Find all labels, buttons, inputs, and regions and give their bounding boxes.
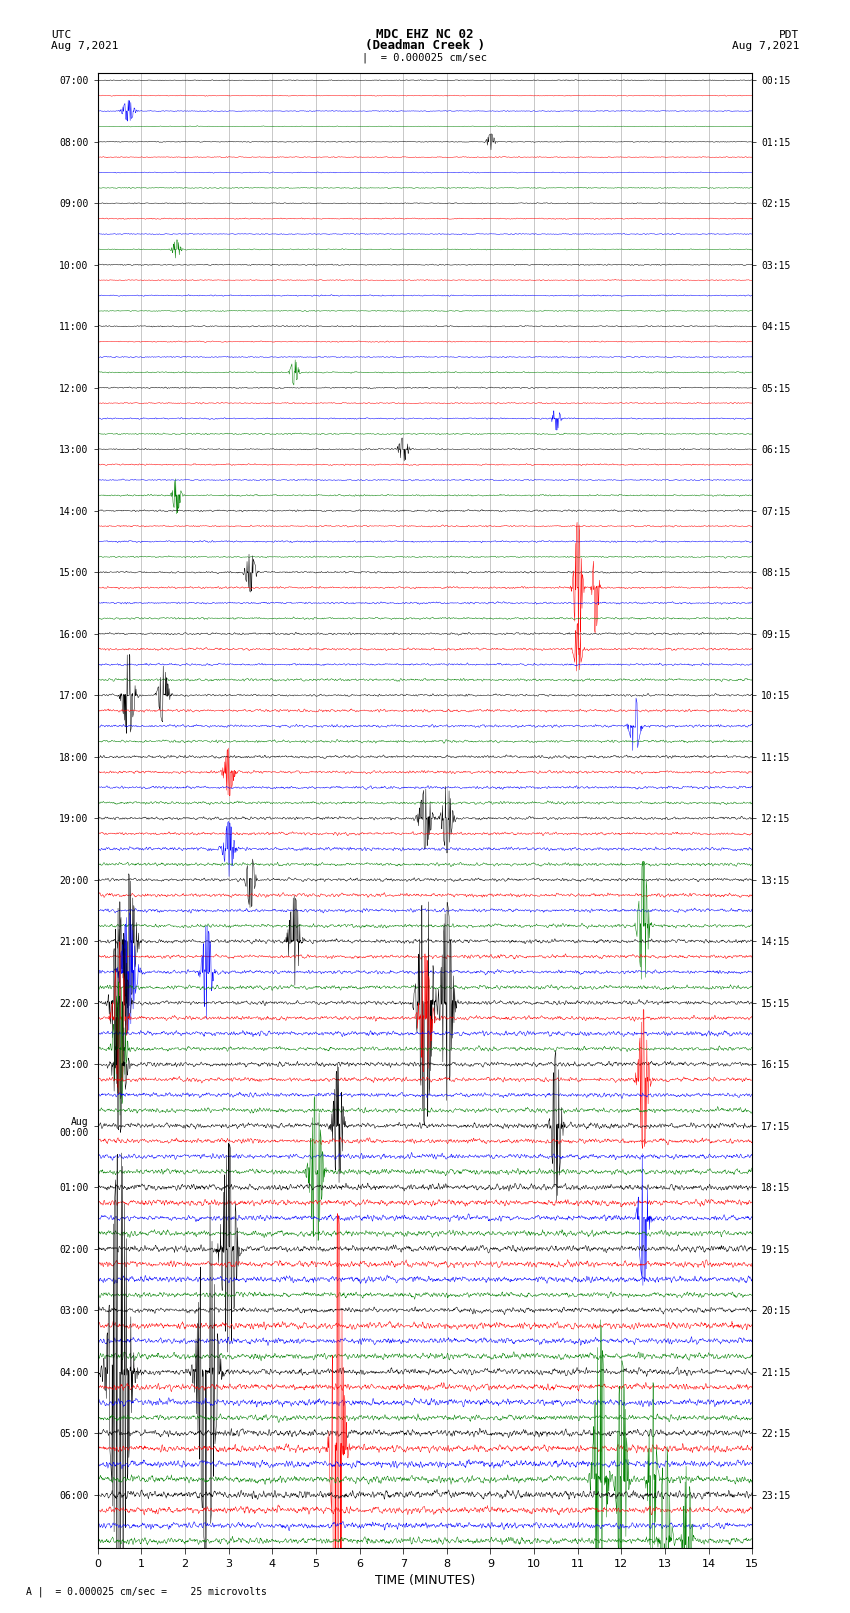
Text: (Deadman Creek ): (Deadman Creek )	[365, 39, 485, 53]
Text: A |  = 0.000025 cm/sec =    25 microvolts: A | = 0.000025 cm/sec = 25 microvolts	[26, 1587, 266, 1597]
Text: MDC EHZ NC 02: MDC EHZ NC 02	[377, 27, 473, 42]
Text: PDT: PDT	[779, 29, 799, 40]
Text: |  = 0.000025 cm/sec: | = 0.000025 cm/sec	[362, 52, 488, 63]
X-axis label: TIME (MINUTES): TIME (MINUTES)	[375, 1574, 475, 1587]
Text: Aug 7,2021: Aug 7,2021	[51, 40, 118, 52]
Text: UTC: UTC	[51, 29, 71, 40]
Text: Aug 7,2021: Aug 7,2021	[732, 40, 799, 52]
